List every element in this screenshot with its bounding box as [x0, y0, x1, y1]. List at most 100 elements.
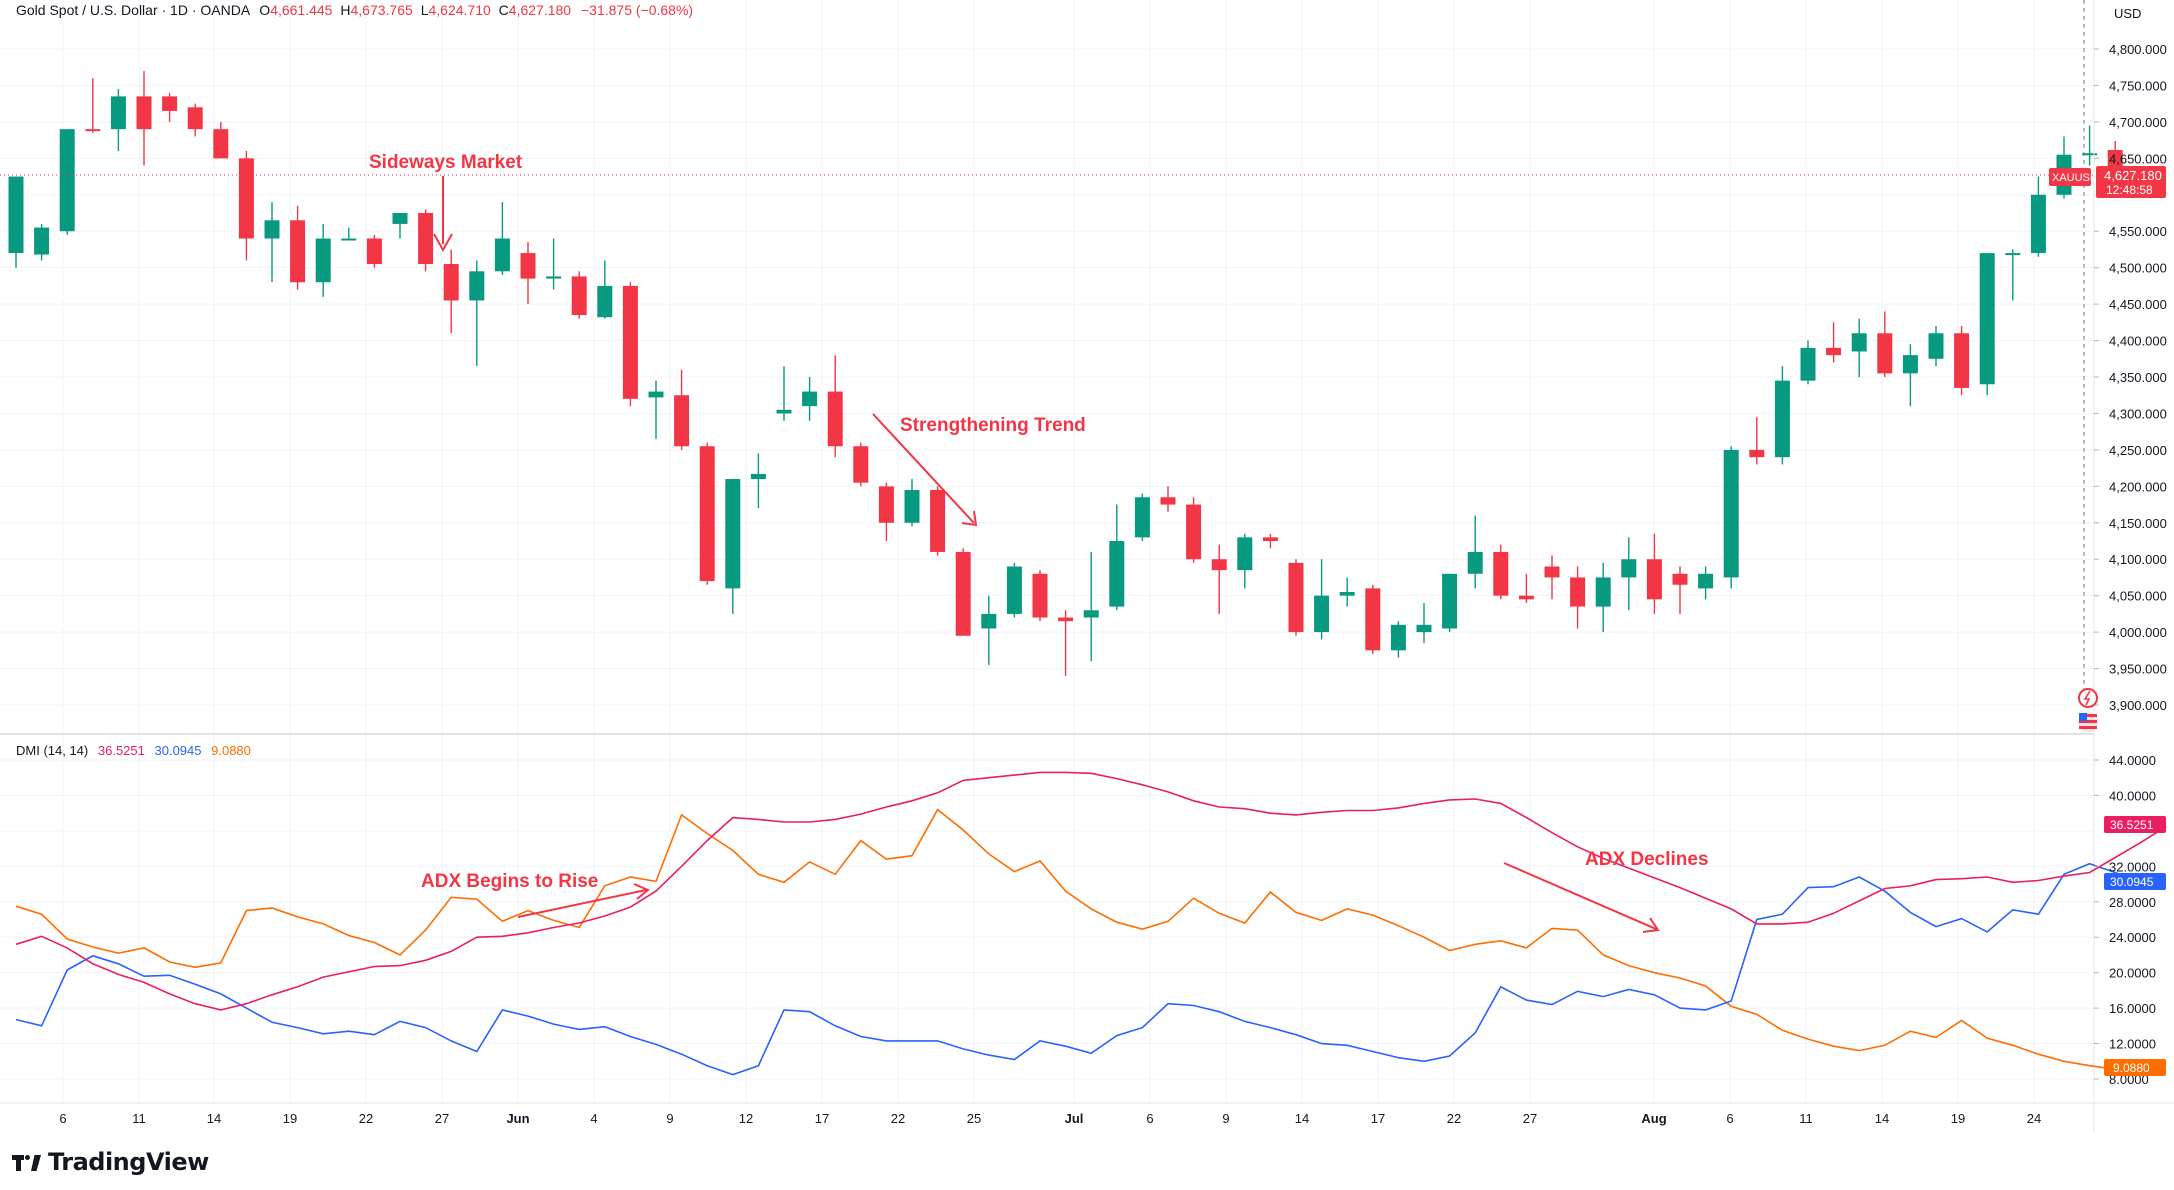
candle[interactable]: [2056, 136, 2072, 199]
candle[interactable]: [571, 271, 587, 319]
candle[interactable]: [1186, 497, 1202, 563]
candle[interactable]: [853, 442, 869, 487]
price-axis[interactable]: 4,800.000 4,750.000 4,700.000 4,650.000 4,55…: [2094, 42, 2167, 713]
indicator-axis[interactable]: 44.0000 40.0000 32.0000 28.0000 24.0000 20.00…: [2094, 753, 2156, 1087]
candle[interactable]: [2005, 249, 2021, 301]
candle[interactable]: [1339, 577, 1355, 607]
candle[interactable]: [1390, 621, 1406, 658]
candle[interactable]: [2082, 125, 2098, 166]
candle[interactable]: [1006, 562, 1022, 618]
candle[interactable]: [1134, 493, 1150, 541]
candle[interactable]: [1621, 537, 1637, 611]
candle[interactable]: [494, 202, 510, 275]
candle[interactable]: [776, 366, 792, 421]
symbol-header[interactable]: Gold Spot / U.S. Dollar · 1D · OANDA O4,…: [16, 2, 693, 18]
candle[interactable]: [162, 92, 178, 122]
candle[interactable]: [1314, 559, 1330, 640]
candle[interactable]: [341, 227, 357, 241]
candle[interactable]: [264, 202, 280, 283]
time-axis[interactable]: 6 11 14 19 22 27 Jun 4 9 12 17 22 25 Jul 6 9 14 17 22 27 Aug…: [59, 1111, 2041, 1126]
candle[interactable]: [622, 282, 638, 407]
candle[interactable]: [1902, 344, 1918, 407]
candle[interactable]: [1467, 515, 1483, 589]
tradingview-logo[interactable]: TradingView: [12, 1148, 209, 1176]
us-flag-icon[interactable]: [2078, 712, 2098, 732]
candle[interactable]: [238, 151, 254, 261]
candle[interactable]: [290, 205, 306, 290]
indicator-header[interactable]: DMI (14, 14) 36.5251 30.0945 9.0880: [16, 743, 251, 758]
candle[interactable]: [827, 355, 843, 458]
candle-body: [238, 158, 254, 239]
candle[interactable]: [597, 260, 613, 319]
candle[interactable]: [8, 176, 24, 268]
candle[interactable]: [392, 213, 408, 239]
candle[interactable]: [187, 103, 203, 137]
candle[interactable]: [1979, 253, 1995, 396]
candle[interactable]: [904, 479, 920, 527]
candle[interactable]: [110, 89, 126, 152]
candle-body: [1339, 592, 1355, 596]
candle[interactable]: [1544, 555, 1560, 600]
candle[interactable]: [2030, 176, 2046, 257]
candle-body: [290, 220, 306, 283]
candle[interactable]: [674, 369, 690, 450]
candle[interactable]: [930, 486, 946, 556]
candle[interactable]: [1646, 533, 1662, 614]
candle[interactable]: [1518, 573, 1534, 603]
candle[interactable]: [699, 442, 715, 585]
candle[interactable]: [1698, 566, 1714, 600]
candle[interactable]: [34, 223, 50, 261]
alert-icon[interactable]: [2078, 688, 2098, 708]
candle[interactable]: [1442, 573, 1458, 633]
candle[interactable]: [520, 242, 536, 305]
candle[interactable]: [1262, 533, 1278, 549]
candle[interactable]: [1595, 562, 1611, 633]
candle[interactable]: [366, 234, 382, 268]
candle[interactable]: [1877, 311, 1893, 377]
candle-body: [1134, 497, 1150, 538]
candle[interactable]: [1058, 610, 1074, 676]
candle[interactable]: [1237, 533, 1253, 589]
candle[interactable]: [1160, 486, 1176, 512]
candle[interactable]: [136, 70, 152, 166]
candle[interactable]: [1083, 551, 1099, 662]
candle[interactable]: [1800, 340, 1816, 385]
candle[interactable]: [1723, 446, 1739, 589]
candle[interactable]: [648, 380, 664, 439]
candle[interactable]: [1851, 318, 1867, 377]
candle[interactable]: [418, 209, 434, 272]
candle[interactable]: [1493, 544, 1509, 600]
price-tick-label: 4,400.000: [2109, 334, 2167, 349]
adx-line: [15, 771, 2167, 1011]
candle[interactable]: [1365, 584, 1381, 654]
annotation-strengthening-trend: Strengthening Trend: [900, 415, 1086, 436]
candle[interactable]: [725, 479, 741, 614]
candle[interactable]: [802, 377, 818, 421]
candle[interactable]: [1416, 602, 1432, 644]
candle[interactable]: [1954, 325, 1970, 396]
candle[interactable]: [1032, 570, 1048, 622]
indicator-tick-label: 12.0000: [2109, 1037, 2156, 1052]
candle[interactable]: [443, 249, 459, 334]
candle[interactable]: [213, 121, 229, 159]
candle[interactable]: [1672, 566, 1688, 614]
candle[interactable]: [469, 260, 485, 367]
candle[interactable]: [546, 238, 562, 290]
candle[interactable]: [750, 453, 766, 509]
candle[interactable]: [59, 129, 75, 235]
candle[interactable]: [1928, 325, 1944, 367]
candle[interactable]: [1109, 504, 1125, 611]
candle[interactable]: [85, 78, 101, 133]
candle[interactable]: [955, 548, 971, 636]
candle[interactable]: [1570, 566, 1586, 629]
candle[interactable]: [878, 482, 894, 541]
candle[interactable]: [1749, 417, 1765, 465]
candle[interactable]: [1826, 322, 1842, 363]
candle[interactable]: [315, 223, 331, 297]
minus-di-value: 9.0880: [211, 743, 251, 758]
candle[interactable]: [1774, 366, 1790, 465]
candle[interactable]: [981, 595, 997, 665]
candle[interactable]: [1288, 559, 1304, 636]
candle[interactable]: [1211, 544, 1227, 614]
